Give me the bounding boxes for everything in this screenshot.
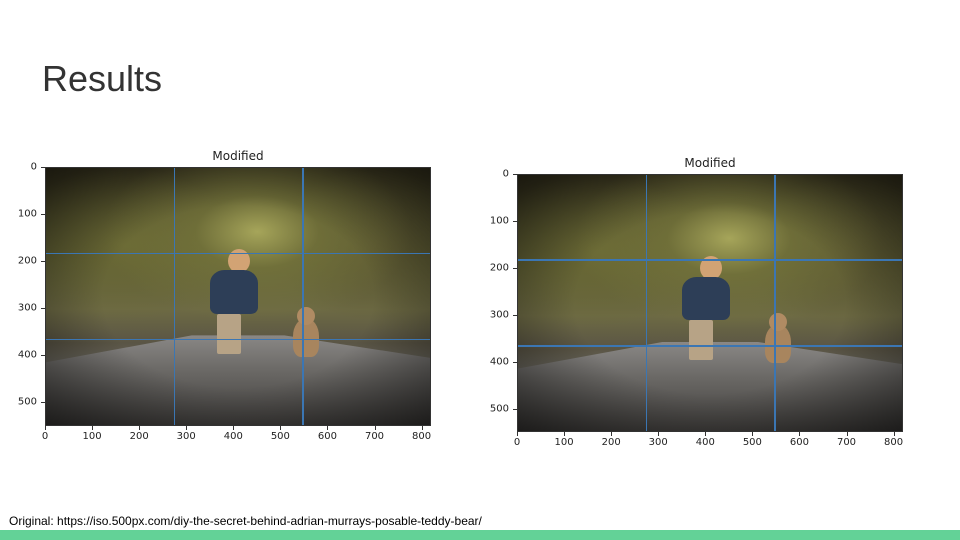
source-caption: Original: https://iso.500px.com/diy-the-… — [9, 514, 482, 528]
bottom-accent-bar — [0, 530, 960, 540]
x-tick-mark — [752, 432, 754, 436]
y-tick-label: 500 — [17, 396, 37, 408]
x-tick-mark — [374, 426, 376, 430]
horizontal-third-line — [45, 252, 431, 255]
vertical-third-line — [302, 167, 304, 426]
y-tick-mark — [513, 408, 517, 410]
x-tick-mark — [846, 432, 848, 436]
slide-title: Results — [42, 58, 163, 99]
x-tick-label: 200 — [129, 431, 149, 442]
x-tick-mark — [186, 426, 188, 430]
x-tick-label: 100 — [554, 437, 574, 448]
horizontal-third-line — [45, 338, 431, 341]
y-tick-mark — [41, 355, 45, 357]
vignette-overlay — [45, 167, 431, 426]
x-tick-mark — [233, 426, 235, 430]
y-tick-mark — [513, 361, 517, 363]
x-tick-label: 300 — [648, 437, 668, 448]
y-tick-label: 300 — [17, 302, 37, 314]
x-tick-label: 800 — [884, 437, 904, 448]
y-tick-mark — [41, 214, 45, 216]
photo-scene — [45, 167, 431, 426]
x-tick-mark — [658, 432, 660, 436]
x-tick-label: 500 — [270, 431, 290, 442]
x-tick-label: 600 — [317, 431, 337, 442]
horizontal-third-line — [517, 259, 903, 261]
x-tick-mark — [705, 432, 707, 436]
y-tick-mark — [41, 308, 45, 310]
x-tick-mark — [327, 426, 329, 430]
x-tick-label: 200 — [601, 437, 621, 448]
y-tick-label: 0 — [502, 168, 509, 180]
x-tick-mark — [611, 432, 613, 436]
y-tick-mark — [41, 167, 45, 168]
x-tick-mark — [92, 426, 94, 430]
y-tick-mark — [513, 174, 517, 175]
y-tick-label: 500 — [489, 403, 509, 415]
horizontal-third-line — [517, 345, 903, 347]
photo-area — [517, 174, 903, 432]
y-tick-label: 100 — [489, 215, 509, 227]
vertical-third-line — [173, 167, 175, 426]
photo-area — [45, 167, 431, 426]
x-tick-mark — [893, 432, 895, 436]
x-tick-label: 400 — [223, 431, 243, 442]
x-tick-mark — [517, 432, 518, 436]
x-tick-mark — [799, 432, 801, 436]
x-tick-mark — [564, 432, 566, 436]
y-tick-label: 100 — [17, 208, 37, 220]
y-tick-mark — [513, 220, 517, 222]
y-tick-label: 0 — [30, 161, 37, 173]
y-tick-mark — [513, 267, 517, 269]
vertical-third-line — [774, 174, 776, 432]
photo-scene — [517, 174, 903, 432]
x-tick-label: 400 — [695, 437, 715, 448]
x-tick-label: 700 — [364, 431, 385, 442]
y-tick-mark — [41, 261, 45, 263]
y-tick-mark — [513, 314, 517, 316]
figure-title: Modified — [212, 149, 264, 163]
x-tick-label: 300 — [176, 431, 196, 442]
x-tick-label: 800 — [412, 431, 432, 442]
y-tick-label: 200 — [17, 255, 37, 267]
x-tick-label: 700 — [836, 437, 857, 448]
figure-title: Modified — [684, 156, 736, 170]
x-tick-mark — [421, 426, 423, 430]
y-tick-label: 200 — [489, 262, 509, 274]
x-tick-label: 100 — [82, 431, 102, 442]
vignette-overlay — [517, 174, 903, 432]
x-tick-label: 0 — [41, 431, 49, 442]
x-tick-mark — [280, 426, 282, 430]
x-tick-mark — [139, 426, 141, 430]
y-tick-mark — [41, 402, 45, 404]
x-tick-label: 600 — [789, 437, 809, 448]
x-tick-mark — [45, 426, 46, 430]
vertical-third-line — [645, 174, 647, 432]
x-tick-label: 0 — [513, 437, 521, 448]
y-tick-label: 400 — [489, 356, 509, 368]
y-tick-label: 300 — [489, 309, 509, 321]
x-tick-label: 500 — [742, 437, 762, 448]
y-tick-label: 400 — [17, 349, 37, 361]
